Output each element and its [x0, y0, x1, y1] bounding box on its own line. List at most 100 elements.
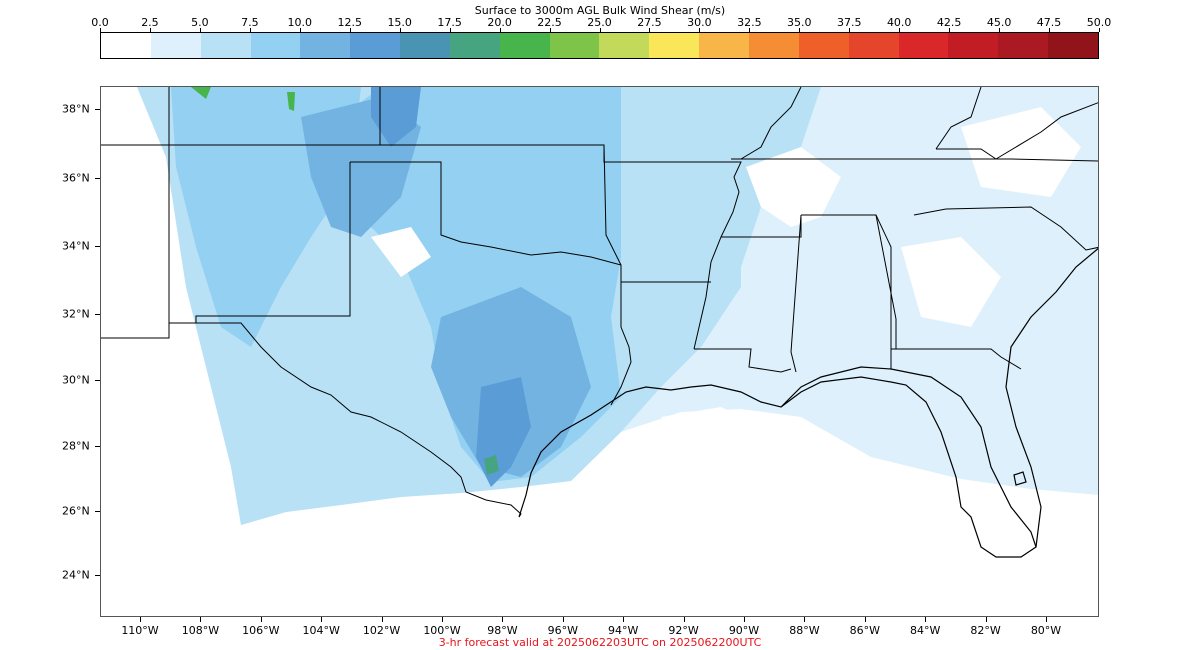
colorbar-tick-mark	[449, 28, 451, 32]
shear-spot-green2	[287, 92, 295, 111]
colorbar-tick-label: 5.0	[191, 16, 209, 29]
longitude-label: 104°W	[302, 624, 340, 637]
low-shear-patch-1	[746, 147, 841, 227]
colorbar-tick-mark	[699, 28, 701, 32]
colorbar-tick-label: 35.0	[787, 16, 812, 29]
colorbar-tick-mark	[849, 28, 851, 32]
lake-okeechobee	[1013, 471, 1027, 486]
low-shear-patch-3	[961, 107, 1081, 197]
colorbar-swatch	[1048, 33, 1098, 58]
latitude-label: 24°N	[62, 568, 90, 582]
colorbar-swatch	[250, 33, 301, 58]
low-shear-patch-4	[371, 227, 431, 277]
colorbar-swatch	[300, 33, 351, 58]
colorbar-tick-mark	[349, 28, 351, 32]
colorbar-title: Surface to 3000m AGL Bulk Wind Shear (m/…	[474, 4, 726, 17]
longitude-label: 106°W	[242, 624, 280, 637]
longitude-tick	[502, 617, 504, 622]
latitude-label: 26°N	[62, 504, 90, 518]
forecast-valid-text: 3-hr forecast valid at 2025062203UTC on …	[438, 636, 762, 649]
colorbar-tick-mark	[1049, 28, 1051, 32]
longitude-tick	[623, 617, 625, 622]
longitude-label: 98°W	[487, 624, 518, 637]
colorbar-tick-mark	[749, 28, 751, 32]
colorbar-tick-mark	[1099, 28, 1100, 32]
colorbar-tick-mark	[299, 28, 301, 32]
colorbar-tick-label: 42.5	[936, 16, 962, 29]
colorbar-tick-mark	[399, 28, 401, 32]
colorbar-tick-mark	[199, 28, 201, 32]
colorbar-swatch	[449, 33, 500, 58]
colorbar-tick-mark	[100, 28, 101, 32]
latitude-tick	[95, 314, 100, 315]
longitude-label: 96°W	[547, 624, 578, 637]
shear-core-kansas	[371, 87, 421, 147]
shear-spot-green	[191, 87, 211, 99]
colorbar-tick-mark	[799, 28, 801, 32]
low-shear-patch-gulf	[661, 407, 761, 447]
colorbar-tick-label: 0.0	[91, 16, 109, 29]
colorbar-swatch	[748, 33, 799, 58]
longitude-tick	[562, 617, 564, 622]
longitude-label: 86°W	[849, 624, 880, 637]
state-boundaries	[101, 87, 1098, 518]
atlantic-coastline	[1005, 247, 1098, 548]
longitude-tick	[804, 617, 806, 622]
latitude-tick	[95, 246, 100, 247]
colorbar-tick-label: 37.5	[837, 16, 862, 29]
longitude-tick	[864, 617, 866, 622]
latitude-label: 34°N	[62, 239, 90, 253]
longitude-label: 94°W	[608, 624, 639, 637]
colorbar	[100, 32, 1099, 59]
longitude-tick	[985, 617, 987, 622]
colorbar-tick-label: 40.0	[886, 16, 912, 29]
colorbar-swatch	[101, 33, 151, 58]
colorbar-swatch	[699, 33, 749, 58]
colorbar-tick-label: 2.5	[141, 16, 159, 29]
shear-map	[101, 87, 1098, 558]
colorbar-tick-label: 10.0	[287, 16, 313, 29]
latitude-label: 38°N	[62, 102, 90, 116]
latitude-label: 32°N	[62, 307, 90, 321]
colorbar-tick-mark	[949, 28, 951, 32]
colorbar-swatch	[848, 33, 899, 58]
colorbar-swatch	[200, 33, 251, 58]
longitude-tick	[200, 617, 202, 622]
colorbar-swatch	[400, 33, 450, 58]
latitude-tick	[95, 511, 100, 512]
colorbar-tick-label: 45.0	[986, 16, 1012, 29]
colorbar-tick-label: 12.5	[337, 16, 363, 29]
latitude-label: 28°N	[62, 439, 90, 453]
longitude-label: 92°W	[668, 624, 699, 637]
colorbar-swatch	[948, 33, 999, 58]
colorbar-tick-mark	[999, 28, 1001, 32]
colorbar-tick-label: 7.5	[241, 16, 259, 29]
longitude-label: 90°W	[728, 624, 760, 637]
colorbar-tick-label: 25.0	[587, 16, 612, 29]
colorbar-tick-label: 20.0	[487, 16, 512, 29]
latitude-label: 30°N	[62, 373, 90, 387]
longitude-label: 82°W	[970, 624, 1001, 637]
colorbar-tick-mark	[249, 28, 251, 32]
longitude-tick	[260, 617, 262, 622]
longitude-tick	[1046, 617, 1047, 622]
colorbar-tick-mark	[599, 28, 601, 32]
latitude-tick	[95, 575, 100, 576]
longitude-label: 108°W	[181, 624, 220, 637]
colorbar-tick-label: 15.0	[387, 16, 412, 29]
longitude-label: 80°W	[1030, 624, 1062, 637]
longitude-label: 88°W	[789, 624, 820, 637]
latitude-tick	[95, 178, 100, 179]
longitude-label: 100°W	[423, 624, 461, 637]
longitude-tick	[683, 617, 685, 622]
longitude-tick	[140, 617, 141, 622]
colorbar-tick-label: 32.5	[737, 16, 762, 29]
colorbar-tick-mark	[899, 28, 901, 32]
colorbar-tick-mark	[549, 28, 551, 32]
colorbar-swatch	[150, 33, 201, 58]
longitude-tick	[321, 617, 323, 622]
colorbar-swatch	[998, 33, 1049, 58]
colorbar-swatch	[649, 33, 700, 58]
colorbar-swatch	[549, 33, 600, 58]
colorbar-swatch	[350, 33, 401, 58]
